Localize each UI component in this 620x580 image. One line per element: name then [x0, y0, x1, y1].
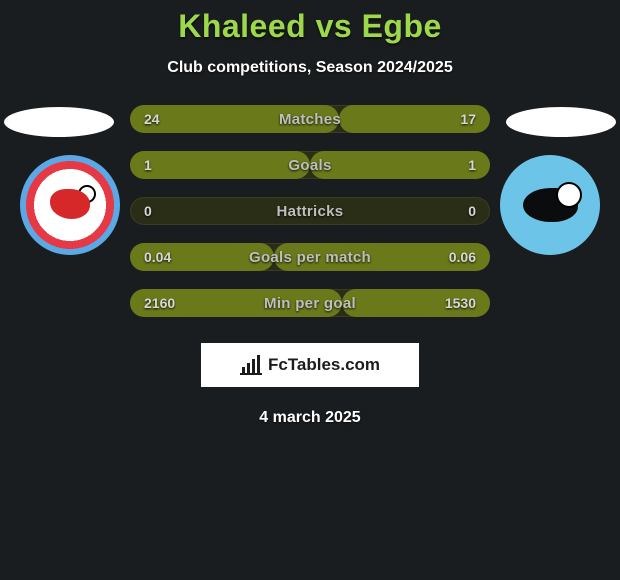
content: 24 Matches 17 1 Goals 1 0 Hattricks 0 0.04 Goals p…: [0, 105, 620, 427]
stat-row: 0 Hattricks 0: [130, 197, 490, 225]
bar-chart-icon: [240, 355, 262, 375]
player-slot-left: [4, 107, 114, 137]
stat-value-right: 17: [460, 111, 476, 127]
stat-value-right: 0: [468, 203, 476, 219]
stat-row: 0.04 Goals per match 0.06: [130, 243, 490, 271]
stat-fill-left: [130, 151, 310, 179]
stat-fill-right: [310, 151, 490, 179]
header: Khaleed vs Egbe Club competitions, Seaso…: [0, 0, 620, 77]
match-date: 4 march 2025: [0, 409, 620, 427]
page-subtitle: Club competitions, Season 2024/2025: [0, 59, 620, 77]
stat-label: Hattricks: [277, 203, 344, 220]
ball-icon: [78, 185, 96, 203]
stat-value-left: 2160: [144, 295, 175, 311]
club-badge-left: [20, 155, 120, 255]
page-title: Khaleed vs Egbe: [0, 8, 620, 45]
stat-value-left: 0: [144, 203, 152, 219]
stat-value-left: 24: [144, 111, 160, 127]
brand-box[interactable]: FcTables.com: [201, 343, 419, 387]
stat-value-right: 0.06: [449, 249, 476, 265]
stat-row: 1 Goals 1: [130, 151, 490, 179]
stat-row: 2160 Min per goal 1530: [130, 289, 490, 317]
stat-value-right: 1: [468, 157, 476, 173]
stat-value-left: 1: [144, 157, 152, 173]
stat-value-left: 0.04: [144, 249, 171, 265]
dolphin-icon: [523, 188, 578, 222]
stat-row: 24 Matches 17: [130, 105, 490, 133]
brand-text: FcTables.com: [268, 355, 380, 375]
stat-label: Goals per match: [249, 249, 371, 266]
stat-label: Matches: [279, 111, 341, 128]
stat-value-right: 1530: [445, 295, 476, 311]
stat-label: Min per goal: [264, 295, 356, 312]
stat-label: Goals: [288, 157, 331, 174]
club-badge-right: [500, 155, 600, 255]
stats-list: 24 Matches 17 1 Goals 1 0 Hattricks 0 0.04 Goals p…: [130, 105, 490, 317]
player-slot-right: [506, 107, 616, 137]
